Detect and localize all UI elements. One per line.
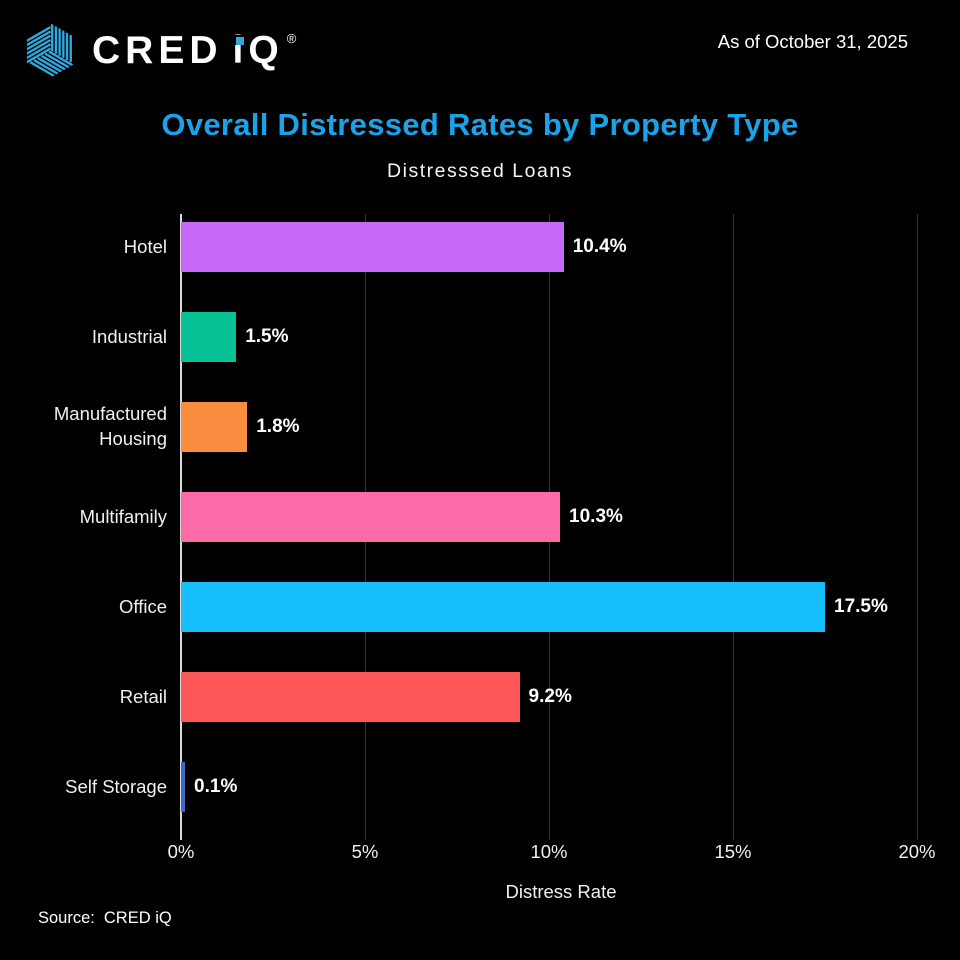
x-axis: 0% 5% 10% 15% 20% xyxy=(168,841,936,869)
x-tick-label: 5% xyxy=(351,841,379,862)
x-tick-label: 0% xyxy=(167,841,195,862)
bar-value-label: 1.8% xyxy=(256,416,300,437)
bar-value-label: 9.2% xyxy=(528,686,572,707)
wordmark-cred: CRED xyxy=(92,29,223,72)
source-label: Source: xyxy=(38,909,95,927)
chart-row: Hotel 10.4% xyxy=(0,202,917,292)
bar-track: 10.3% xyxy=(181,492,917,542)
x-tick-label: 10% xyxy=(530,841,568,862)
bar-track: 0.1% xyxy=(181,762,917,812)
header: CRED i Q ® As of October 31, 2025 xyxy=(0,0,960,90)
wordmark-q: Q xyxy=(248,29,284,72)
category-label: Manufactured Housing xyxy=(53,403,167,449)
gridline xyxy=(733,214,734,840)
bar-chart: Hotel 10.4% Industrial 1.5% Manufactured… xyxy=(0,202,918,840)
cred-iq-wordmark: CRED i Q ® xyxy=(92,31,296,70)
chart-row: Self Storage 0.1% xyxy=(0,742,917,832)
logo-i-dot xyxy=(236,37,245,45)
x-axis-title: Distress Rate xyxy=(505,881,617,902)
gridline xyxy=(917,214,918,840)
bar xyxy=(181,672,520,722)
bar-track: 17.5% xyxy=(181,582,917,632)
x-tick-label: 15% xyxy=(714,841,752,862)
registered-mark: ® xyxy=(286,31,297,46)
bar-value-label: 10.3% xyxy=(569,506,623,527)
chart-row: Retail 9.2% xyxy=(0,652,917,742)
bar xyxy=(181,222,564,272)
cred-iq-hexagon-icon xyxy=(26,23,74,78)
x-tick-label: 20% xyxy=(898,841,936,862)
category-label: Multifamily xyxy=(79,505,167,527)
wordmark-i: i xyxy=(232,29,249,72)
bar xyxy=(181,492,561,542)
bar-value-label: 1.5% xyxy=(245,326,289,347)
category-label: Self Storage xyxy=(65,775,167,797)
bar-track: 10.4% xyxy=(181,222,917,272)
category-label: Hotel xyxy=(123,235,167,257)
source-note: Source: CRED iQ xyxy=(38,909,172,928)
category-label: Industrial xyxy=(91,325,167,347)
chart-row: Multifamily 10.3% xyxy=(0,472,917,562)
as-of-date: As of October 31, 2025 xyxy=(717,31,908,52)
bar-value-label: 0.1% xyxy=(194,776,238,797)
chart-row: Industrial 1.5% xyxy=(0,292,917,382)
bar-track: 9.2% xyxy=(181,672,917,722)
bar-track: 1.8% xyxy=(181,402,917,452)
chart-row: Manufactured Housing 1.8% xyxy=(0,382,917,472)
bar xyxy=(181,402,248,452)
source-value: CRED iQ xyxy=(103,909,172,927)
chart-row: Office 17.5% xyxy=(0,562,917,652)
bar xyxy=(181,762,186,812)
chart-subtitle: Distresssed Loans xyxy=(387,160,573,182)
bar-value-label: 10.4% xyxy=(572,236,627,257)
category-label: Retail xyxy=(119,685,167,707)
bar xyxy=(181,312,237,362)
bar xyxy=(181,582,825,632)
cred-iq-logo: CRED i Q ® xyxy=(22,22,296,79)
bar-track: 1.5% xyxy=(181,312,917,362)
bar-value-label: 17.5% xyxy=(834,596,888,617)
chart-title: Overall Distressed Rates by Property Typ… xyxy=(161,107,799,142)
rows: Hotel 10.4% Industrial 1.5% Manufactured… xyxy=(0,202,917,832)
category-label: Office xyxy=(119,595,167,617)
